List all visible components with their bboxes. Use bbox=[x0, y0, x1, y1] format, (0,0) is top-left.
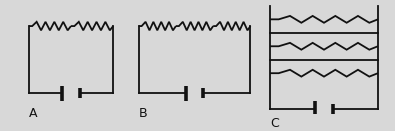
Text: A: A bbox=[29, 107, 38, 120]
Text: B: B bbox=[139, 107, 147, 120]
Text: C: C bbox=[270, 117, 279, 130]
